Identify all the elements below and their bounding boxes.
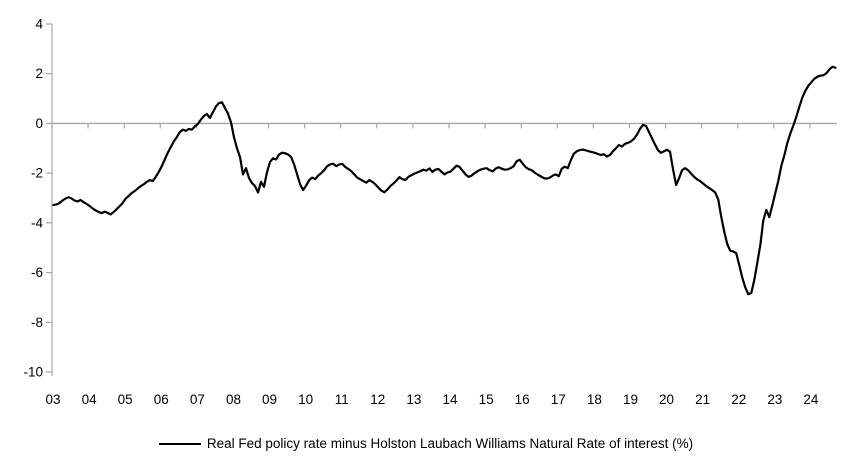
legend: Real Fed policy rate minus Holston Lauba… xyxy=(0,436,852,451)
x-tick-label: 08 xyxy=(226,392,241,407)
x-tick-label: 05 xyxy=(118,392,133,407)
x-tick-label: 14 xyxy=(442,392,458,407)
y-tick-label: -4 xyxy=(31,215,43,230)
x-tick-label: 03 xyxy=(45,392,60,407)
legend-line-swatch xyxy=(158,442,201,445)
x-tick-label: 20 xyxy=(659,392,674,407)
x-tick-label: 17 xyxy=(551,392,566,407)
y-tick-label: -6 xyxy=(31,265,43,280)
y-tick-label: 0 xyxy=(35,116,43,131)
x-tick-label: 09 xyxy=(262,392,277,407)
x-tick-label: 24 xyxy=(803,392,819,407)
x-tick-label: 13 xyxy=(406,392,421,407)
x-tick-label: 23 xyxy=(767,392,782,407)
y-tick-label: 4 xyxy=(35,17,43,32)
x-tick-label: 21 xyxy=(695,392,710,407)
x-tick-label: 19 xyxy=(623,392,638,407)
x-axis-ticks xyxy=(51,123,811,129)
y-tick-label: -10 xyxy=(23,365,43,380)
x-axis-labels: 03 04 05 06 07 08 09 10 11 12 13 14 15 16 17 18 19 20 21 22… xyxy=(45,392,818,407)
y-axis-ticks xyxy=(46,23,52,373)
x-tick-label: 18 xyxy=(587,392,602,407)
series-line xyxy=(52,65,837,296)
data-series xyxy=(52,65,837,296)
x-tick-label: 07 xyxy=(190,392,205,407)
x-tick-label: 16 xyxy=(515,392,530,407)
y-axis-labels: 4 2 0 -2 -4 -6 -8 -10 xyxy=(23,17,43,380)
x-tick-label: 22 xyxy=(731,392,746,407)
plot-area: 420-2-4-6-8-10 03 04 05 06 07 08 09 10 11 12 13 14 1… xyxy=(23,17,837,407)
axes xyxy=(51,24,837,376)
x-tick-label: 12 xyxy=(370,392,385,407)
x-tick-label: 10 xyxy=(298,392,313,407)
y-tick-label: 2 xyxy=(35,66,43,81)
x-tick-label: 15 xyxy=(479,392,494,407)
y-tick-label: -2 xyxy=(31,166,43,181)
x-tick-label: 11 xyxy=(335,392,349,407)
legend-label: Real Fed policy rate minus Holston Lauba… xyxy=(206,436,694,451)
y-tick-label: -8 xyxy=(31,315,43,330)
x-tick-label: 04 xyxy=(82,392,98,407)
x-tick-label: 06 xyxy=(154,392,169,407)
